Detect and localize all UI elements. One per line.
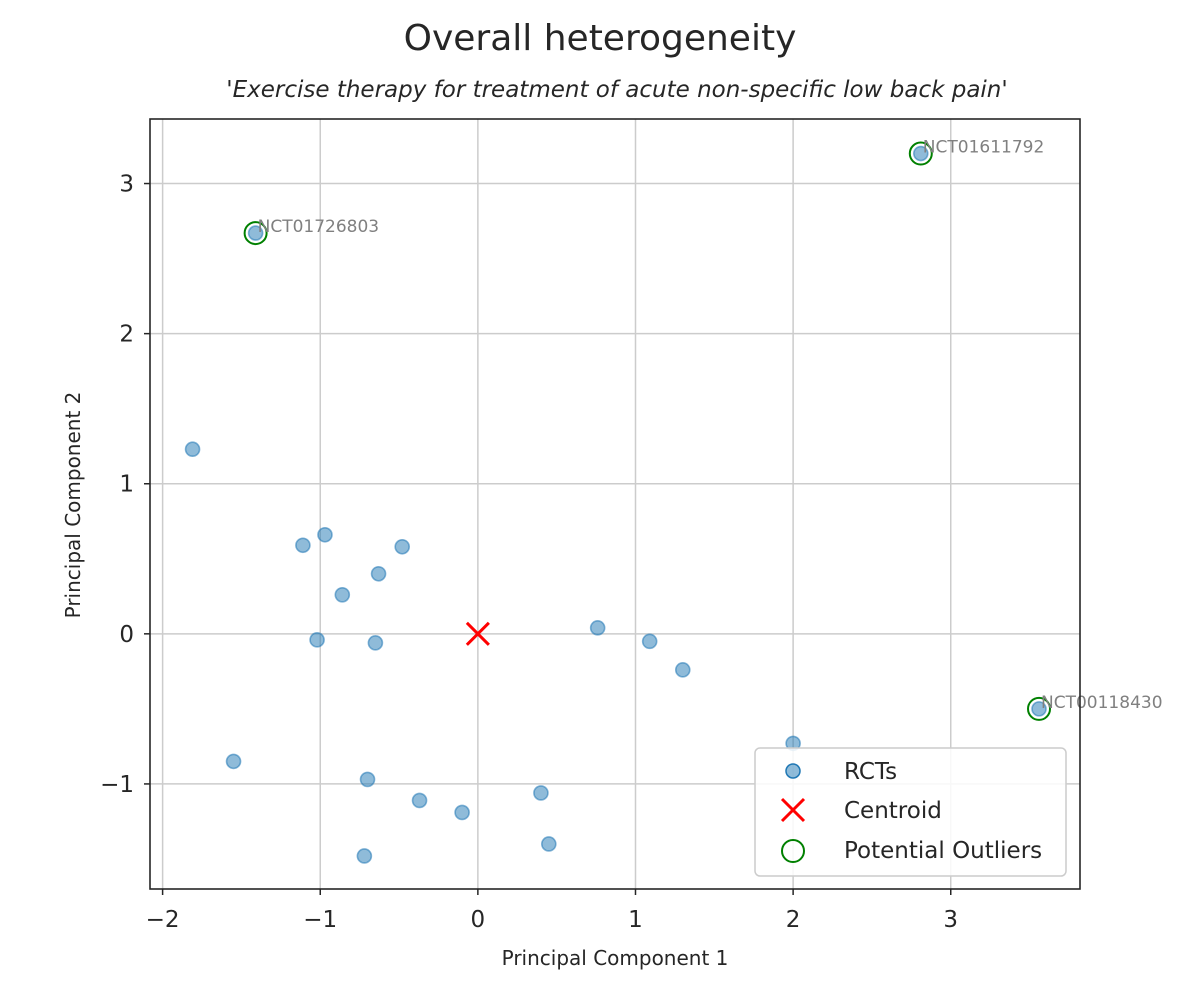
rct-point <box>356 848 373 864</box>
axis-ticks: −2 −1 0 1 2 3 −1 0 1 2 3 <box>100 172 958 933</box>
legend-label-outliers: Potential Outliers <box>844 838 1042 864</box>
rct-point <box>411 792 428 809</box>
y-tick-label: 0 <box>119 622 134 648</box>
rct-point <box>912 145 929 162</box>
legend: RCTs Centroid Potential Outliers <box>754 747 1067 877</box>
x-tick-label: 0 <box>471 907 486 933</box>
x-tick-label: −1 <box>303 907 337 933</box>
centroid-stroke <box>465 621 490 646</box>
rct-point <box>589 620 606 636</box>
chart-subtitle: 'Exercise therapy for treatment of acute… <box>226 77 1007 103</box>
rct-point <box>359 771 376 788</box>
legend-label-centroid: Centroid <box>844 798 942 824</box>
rct-point <box>533 785 549 801</box>
rct-point <box>454 804 470 821</box>
rct-point <box>540 836 557 852</box>
rct-point <box>674 662 691 678</box>
data-points: NCT01726803 NCT01611792 NCT00118430 <box>184 138 1163 864</box>
rct-point <box>334 587 351 603</box>
rct-point <box>184 441 201 458</box>
outlier-label: NCT00118430 <box>1041 693 1163 713</box>
outlier-marker <box>243 221 268 246</box>
y-tick-label: 1 <box>119 472 134 498</box>
rct-point <box>295 537 311 554</box>
rct-point <box>225 753 242 770</box>
outlier-label: NCT01726803 <box>258 217 380 237</box>
y-axis-label: Principal Component 2 <box>61 392 85 619</box>
legend-marker-centroid <box>780 797 806 823</box>
rct-point <box>317 526 333 543</box>
legend-marker-outliers <box>781 839 805 863</box>
y-tick-label: −1 <box>100 772 134 798</box>
rct-point <box>367 635 384 651</box>
plot-frame <box>149 118 1081 890</box>
chart-title: Overall heterogeneity <box>404 18 797 59</box>
x-axis-label: Principal Component 1 <box>502 946 729 970</box>
rct-point <box>370 565 387 582</box>
outlier-marker <box>1027 696 1052 721</box>
y-tick-label: 2 <box>119 322 134 348</box>
y-tick-label: 3 <box>119 172 134 198</box>
legend-label-rcts: RCTs <box>844 759 897 785</box>
legend-marker-rcts <box>785 763 801 779</box>
grid-lines <box>150 119 1080 889</box>
x-tick-label: −2 <box>146 907 180 933</box>
x-tick-label: 1 <box>628 907 643 933</box>
outlier-marker <box>908 141 933 166</box>
rct-point <box>394 538 411 555</box>
outlier-label: NCT01611792 <box>923 138 1045 158</box>
legend-box <box>754 747 1067 877</box>
x-tick-label: 3 <box>943 907 958 933</box>
rct-point <box>247 225 264 241</box>
x-tick-label: 2 <box>786 907 801 933</box>
centroid-marker <box>465 621 490 646</box>
rct-point <box>1031 701 1047 717</box>
rct-point <box>641 633 658 650</box>
rct-point <box>309 632 325 648</box>
